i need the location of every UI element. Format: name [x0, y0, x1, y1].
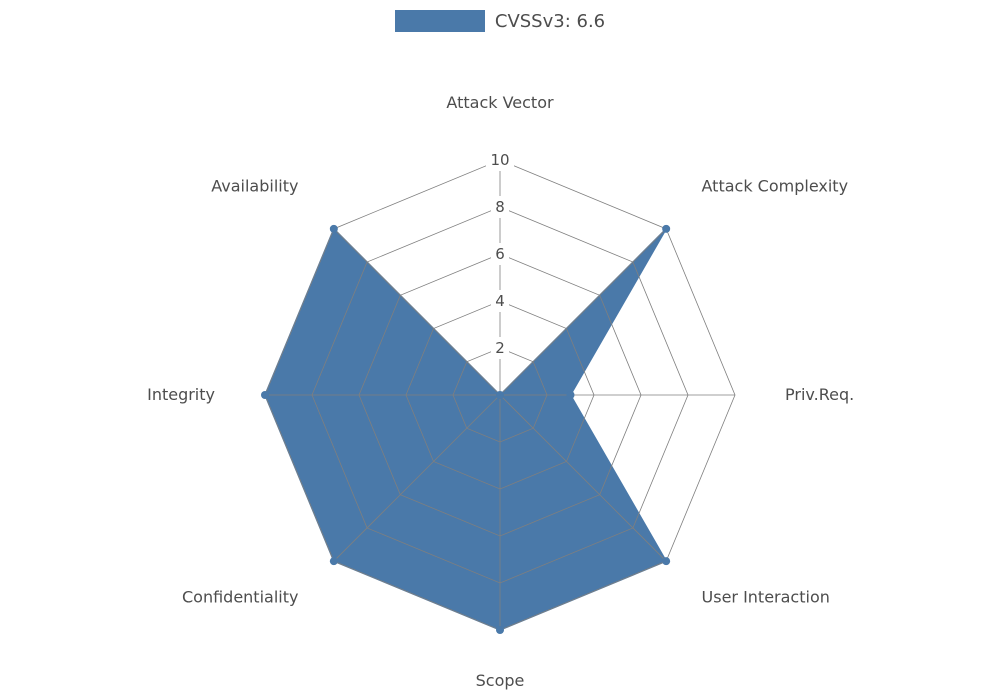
series-marker — [496, 626, 504, 634]
series-marker — [662, 557, 670, 565]
radar-chart: 2 4 6 8 10 Attack Vector Attack Complexity Priv… — [0, 0, 1000, 700]
series-marker — [662, 225, 670, 233]
radial-tick-label: 8 — [495, 198, 505, 216]
axis-label: Attack Complexity — [702, 176, 849, 195]
legend: CVSSv3: 6.6 — [0, 10, 1000, 36]
axis-label: User Interaction — [702, 588, 830, 607]
axis-label: Scope — [476, 671, 525, 690]
axis-label: Priv.Req. — [785, 385, 854, 404]
axis-label: Availability — [211, 176, 298, 195]
series-marker — [330, 557, 338, 565]
series-marker — [261, 391, 269, 399]
radial-tick-label: 4 — [495, 292, 505, 310]
axis-label: Confidentiality — [182, 588, 298, 607]
axis-label: Attack Vector — [446, 93, 554, 112]
legend-swatch — [395, 10, 485, 32]
radar-chart-container: CVSSv3: 6.6 2 4 6 8 10 Attack Vector Attack Co… — [0, 0, 1000, 700]
series-marker — [567, 391, 575, 399]
series-marker — [330, 225, 338, 233]
axis-label: Integrity — [147, 385, 215, 404]
series-marker — [496, 391, 504, 399]
radial-tick-label: 6 — [495, 245, 505, 263]
radial-tick-label: 10 — [490, 151, 509, 169]
radial-tick-label: 2 — [495, 339, 505, 357]
legend-label: CVSSv3: 6.6 — [495, 11, 605, 32]
